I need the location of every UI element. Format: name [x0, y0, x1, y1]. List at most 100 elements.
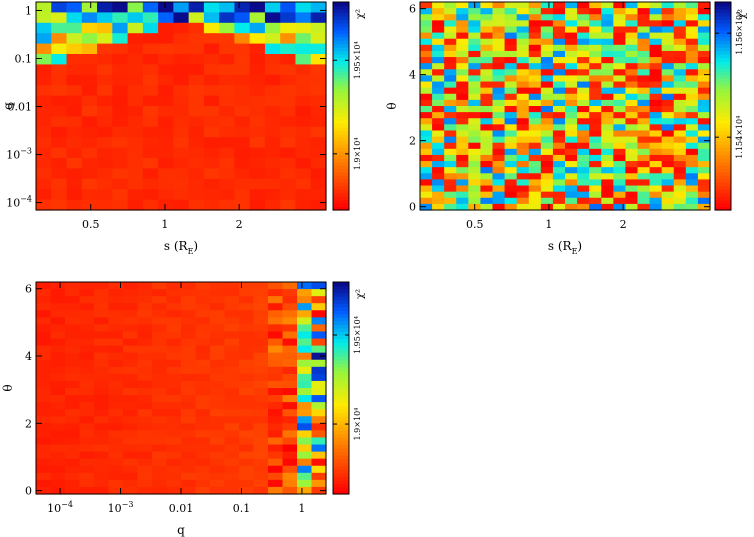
- colorbar-segment: [715, 123, 731, 128]
- heatmap-cell: [219, 168, 236, 180]
- heatmap-cell: [210, 451, 226, 460]
- heatmap-cell: [637, 81, 651, 89]
- colorbar-segment: [715, 192, 731, 197]
- heatmap-cell: [552, 2, 566, 9]
- heatmap-cell: [601, 106, 614, 113]
- colorbar-segment: [715, 15, 731, 20]
- heatmap-cell: [181, 388, 197, 396]
- heatmap-cell: [625, 75, 639, 83]
- heatmap-cell: [637, 57, 651, 64]
- heatmap-cell: [295, 178, 312, 190]
- heatmap-cell: [268, 458, 284, 467]
- heatmap-cell: [456, 81, 469, 89]
- heatmap-cell: [528, 185, 542, 193]
- heatmap-cell: [152, 324, 168, 333]
- colorbar-segment: [715, 22, 731, 27]
- heatmap-cell: [166, 373, 182, 382]
- heatmap-cell: [297, 402, 313, 410]
- heatmap-cell: [195, 380, 211, 389]
- heatmap-cell: [123, 458, 139, 467]
- heatmap-cell: [108, 451, 124, 460]
- heatmap-cell: [540, 154, 554, 162]
- heatmap-cell: [158, 189, 174, 201]
- heatmap-cell: [673, 124, 687, 132]
- heatmap-cell: [432, 106, 445, 113]
- heatmap-cell: [625, 69, 639, 77]
- heatmap-cell: [97, 137, 113, 149]
- heatmap-cell: [66, 33, 83, 45]
- heatmap-cell: [589, 81, 602, 89]
- heatmap-cell: [673, 14, 687, 21]
- heatmap-cell: [685, 57, 699, 64]
- heatmap-cell: [685, 63, 699, 70]
- heatmap-cell: [673, 179, 687, 187]
- heatmap-cell: [311, 380, 327, 389]
- heatmap-cell: [528, 69, 542, 77]
- heatmap-cell: [50, 296, 66, 304]
- heatmap-cell: [311, 388, 327, 396]
- heatmap-cell: [127, 178, 144, 190]
- heatmap-cell: [480, 81, 494, 89]
- heatmap-cell: [166, 395, 182, 403]
- heatmap-cell: [577, 50, 590, 58]
- heatmap-cell: [444, 185, 457, 193]
- heatmap-cell: [181, 486, 197, 495]
- heatmap-cell: [673, 106, 687, 113]
- heatmap-cell: [94, 282, 110, 290]
- colorbar-segment: [715, 130, 731, 135]
- heatmap-cell: [253, 465, 269, 474]
- heatmap-cell: [444, 106, 457, 113]
- colorbar-segment: [333, 472, 349, 477]
- heatmap-cell: [81, 116, 98, 128]
- colorbar-segment: [715, 95, 731, 100]
- heatmap-cell: [444, 75, 457, 83]
- heatmap-cell: [649, 191, 663, 199]
- heatmap-cell: [79, 359, 95, 368]
- heatmap-cell: [311, 296, 327, 304]
- heatmap-cell: [123, 359, 139, 368]
- heatmap-cell: [152, 310, 168, 318]
- heatmap-cell: [552, 161, 566, 168]
- heatmap-cell: [297, 317, 313, 325]
- heatmap-cell: [589, 118, 602, 125]
- heatmap-cell: [432, 148, 445, 156]
- heatmap-cell: [51, 2, 68, 13]
- heatmap-cell: [311, 465, 327, 474]
- heatmap-cell: [685, 112, 699, 119]
- heatmap-cell: [36, 444, 52, 453]
- heatmap-cell: [456, 26, 469, 34]
- heatmap-cell: [268, 465, 284, 474]
- heatmap-cell: [637, 112, 651, 119]
- heatmap-cell: [685, 191, 699, 199]
- heatmap-cell: [264, 33, 281, 45]
- colorbar-segment: [333, 133, 349, 138]
- heatmap-cell: [282, 289, 298, 297]
- heatmap-cell: [50, 451, 66, 460]
- heatmap-cell: [661, 69, 675, 77]
- heatmap-cell: [195, 458, 211, 467]
- heatmap-cell: [685, 38, 699, 46]
- heatmap-cell: [456, 167, 469, 174]
- heatmap-cell: [516, 136, 530, 144]
- heatmap-cell: [565, 8, 578, 15]
- heatmap-cell: [123, 395, 139, 403]
- heatmap-cell: [203, 85, 220, 97]
- heatmap-cell: [637, 44, 651, 52]
- heatmap-cell: [577, 179, 590, 187]
- heatmap-cell: [661, 124, 675, 132]
- heatmap-cell: [268, 416, 284, 424]
- heatmap-cell: [173, 168, 190, 180]
- heatmap-cell: [673, 167, 687, 174]
- heatmap-cell: [480, 179, 494, 187]
- heatmap-cell: [268, 289, 284, 297]
- heatmap-cell: [282, 451, 298, 460]
- heatmap-cell: [108, 437, 124, 446]
- heatmap-cell: [649, 99, 663, 107]
- heatmap-cell: [625, 179, 639, 187]
- heatmap-cell: [432, 130, 445, 138]
- heatmap-cell: [97, 199, 113, 211]
- heatmap-cell: [589, 167, 602, 174]
- heatmap-cell: [166, 479, 182, 488]
- heatmap-cell: [625, 106, 639, 113]
